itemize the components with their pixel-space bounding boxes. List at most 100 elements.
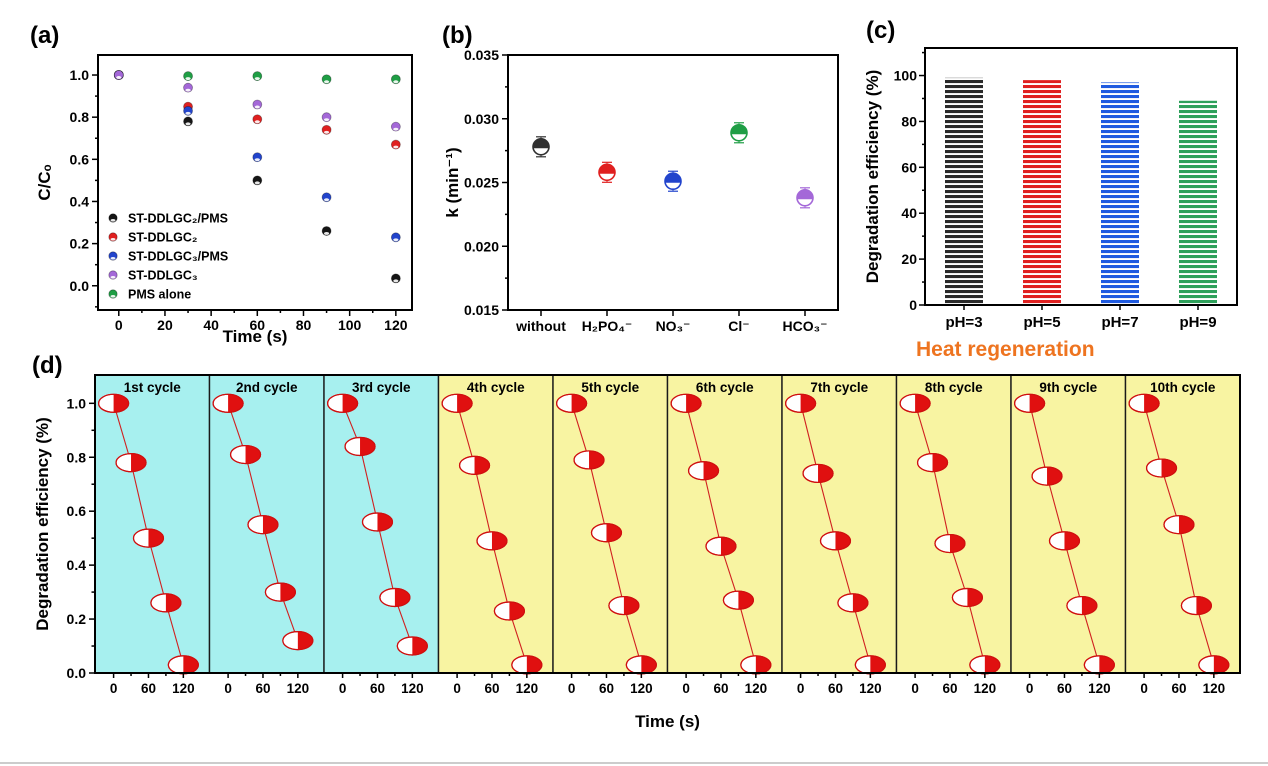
point-Cl⁻ — [730, 122, 748, 144]
svg-text:k (min⁻¹): k (min⁻¹) — [443, 147, 462, 217]
svg-text:20: 20 — [157, 317, 173, 333]
svg-text:120: 120 — [401, 681, 424, 696]
axes: 0.015 0.020 0.025 0.030 0.035 without H₂PO₄⁻ NO… — [443, 47, 839, 334]
svg-text:Degradation efficiency (%): Degradation efficiency (%) — [863, 70, 882, 284]
svg-text:Time (s): Time (s) — [223, 327, 288, 346]
panel-a-chart: 0 20 40 60 80 100 120 0.0 0.2 0.4 0.6 0.8 1.0 Time (s… — [30, 22, 413, 346]
axes: 0 20 40 60 80 100 pH=3 pH=5 pH=7 pH=9 Degradation … — [863, 47, 1238, 331]
figure-bottom-border — [0, 762, 1268, 764]
svg-text:120: 120 — [859, 681, 882, 696]
svg-text:0.4: 0.4 — [70, 193, 90, 209]
svg-text:0.035: 0.035 — [464, 47, 499, 63]
svg-text:(a): (a) — [30, 22, 59, 49]
bars — [945, 77, 1217, 306]
point-H₂PO₄⁻ — [598, 161, 616, 183]
svg-text:60: 60 — [1171, 681, 1186, 696]
svg-text:120: 120 — [745, 681, 768, 696]
svg-text:60: 60 — [250, 317, 266, 333]
point-without — [532, 136, 550, 158]
svg-text:ST-DDLGC₃: ST-DDLGC₃ — [128, 269, 198, 283]
svg-text:without: without — [515, 318, 566, 334]
svg-text:0.4: 0.4 — [67, 557, 87, 573]
svg-text:(d): (d) — [32, 352, 63, 379]
svg-text:(b): (b) — [442, 22, 473, 49]
svg-text:0.015: 0.015 — [464, 302, 499, 318]
svg-text:120: 120 — [516, 681, 539, 696]
svg-text:120: 120 — [1203, 681, 1226, 696]
svg-text:6th cycle: 6th cycle — [696, 380, 754, 395]
svg-text:Degradation efficiency (%): Degradation efficiency (%) — [33, 417, 52, 631]
axes: 0 20 40 60 80 100 120 0.0 0.2 0.4 0.6 0.8 1.0 Time (s… — [35, 54, 413, 346]
series-ST-DDLGC₃ — [113, 70, 401, 132]
svg-text:1.0: 1.0 — [67, 395, 87, 411]
svg-text:0.0: 0.0 — [67, 665, 87, 681]
svg-text:0.0: 0.0 — [70, 278, 90, 294]
svg-text:0: 0 — [110, 681, 118, 696]
svg-text:pH=5: pH=5 — [1023, 314, 1060, 331]
panel-b-chart: 0.015 0.020 0.025 0.030 0.035 without H₂PO₄⁻ NO… — [442, 22, 839, 334]
cycle-panel-7: 7th cycle 0 60 120 — [781, 374, 898, 696]
svg-text:1.0: 1.0 — [70, 67, 90, 83]
svg-text:80: 80 — [901, 113, 917, 129]
svg-text:PMS alone: PMS alone — [128, 288, 191, 302]
svg-text:60: 60 — [1057, 681, 1072, 696]
svg-text:ST-DDLGC₂: ST-DDLGC₂ — [128, 231, 197, 245]
plot-frame — [924, 47, 1238, 306]
svg-text:H₂PO₄⁻: H₂PO₄⁻ — [582, 318, 633, 334]
svg-text:3rd cycle: 3rd cycle — [352, 380, 411, 395]
svg-text:80: 80 — [296, 317, 312, 333]
svg-text:120: 120 — [974, 681, 997, 696]
cycle-panel-2: 2nd cycle 0 60 120 — [208, 374, 325, 696]
svg-text:HCO₃⁻: HCO₃⁻ — [783, 318, 828, 334]
svg-text:1st cycle: 1st cycle — [124, 380, 182, 395]
panel-c-chart: 0 20 40 60 80 100 pH=3 pH=5 pH=7 pH=9 Degradation … — [863, 17, 1238, 331]
svg-text:0: 0 — [568, 681, 576, 696]
svg-text:20: 20 — [901, 251, 917, 267]
svg-text:60: 60 — [370, 681, 385, 696]
svg-text:120: 120 — [630, 681, 653, 696]
svg-text:NO₃⁻: NO₃⁻ — [656, 318, 691, 334]
svg-text:0: 0 — [339, 681, 347, 696]
heat-regeneration-label: Heat regeneration — [916, 338, 1095, 361]
svg-text:pH=7: pH=7 — [1101, 314, 1138, 331]
svg-text:120: 120 — [1088, 681, 1111, 696]
cycle-panel-10: 10th cycle 0 60 120 — [1124, 374, 1241, 696]
axes: 0.0 0.2 0.4 0.6 0.8 1.0 Time (s) Degradation ef… — [33, 374, 1241, 731]
svg-text:0.2: 0.2 — [70, 236, 90, 252]
svg-text:pH=9: pH=9 — [1179, 314, 1216, 331]
cycle-panel-8: 8th cycle 0 60 120 — [895, 374, 1012, 696]
bar-pH=9 — [1179, 100, 1217, 305]
svg-text:4th cycle: 4th cycle — [467, 380, 525, 395]
svg-text:pH=3: pH=3 — [945, 314, 982, 331]
cycle-panel-3: 3rd cycle 0 60 120 — [323, 374, 440, 696]
svg-text:Cl⁻: Cl⁻ — [728, 318, 749, 334]
cycle-panel-4: 4th cycle 0 60 120 — [437, 374, 554, 696]
svg-text:0.2: 0.2 — [67, 611, 87, 627]
svg-text:60: 60 — [901, 159, 917, 175]
svg-text:C/Cₒ: C/Cₒ — [35, 164, 54, 200]
svg-text:0.6: 0.6 — [70, 151, 90, 167]
svg-text:8th cycle: 8th cycle — [925, 380, 983, 395]
svg-text:0: 0 — [911, 681, 919, 696]
svg-text:0: 0 — [1026, 681, 1034, 696]
svg-text:ST-DDLGC₃/PMS: ST-DDLGC₃/PMS — [128, 250, 228, 264]
svg-text:120: 120 — [172, 681, 195, 696]
cycle-panel-5: 5th cycle 0 60 120 — [552, 374, 669, 696]
svg-text:(c): (c) — [866, 17, 895, 44]
svg-text:0: 0 — [1140, 681, 1148, 696]
point-NO₃⁻ — [664, 170, 682, 192]
cycle-panel-9: 9th cycle 0 60 120 — [1010, 374, 1127, 696]
svg-text:60: 60 — [484, 681, 499, 696]
svg-text:9th cycle: 9th cycle — [1039, 380, 1097, 395]
svg-text:0: 0 — [115, 317, 123, 333]
svg-text:60: 60 — [828, 681, 843, 696]
svg-text:60: 60 — [942, 681, 957, 696]
svg-text:0.025: 0.025 — [464, 175, 499, 191]
svg-text:7th cycle: 7th cycle — [810, 380, 868, 395]
data-points — [532, 122, 814, 209]
series-PMS alone — [113, 70, 401, 85]
plot-frame — [97, 54, 413, 311]
svg-text:0: 0 — [682, 681, 690, 696]
